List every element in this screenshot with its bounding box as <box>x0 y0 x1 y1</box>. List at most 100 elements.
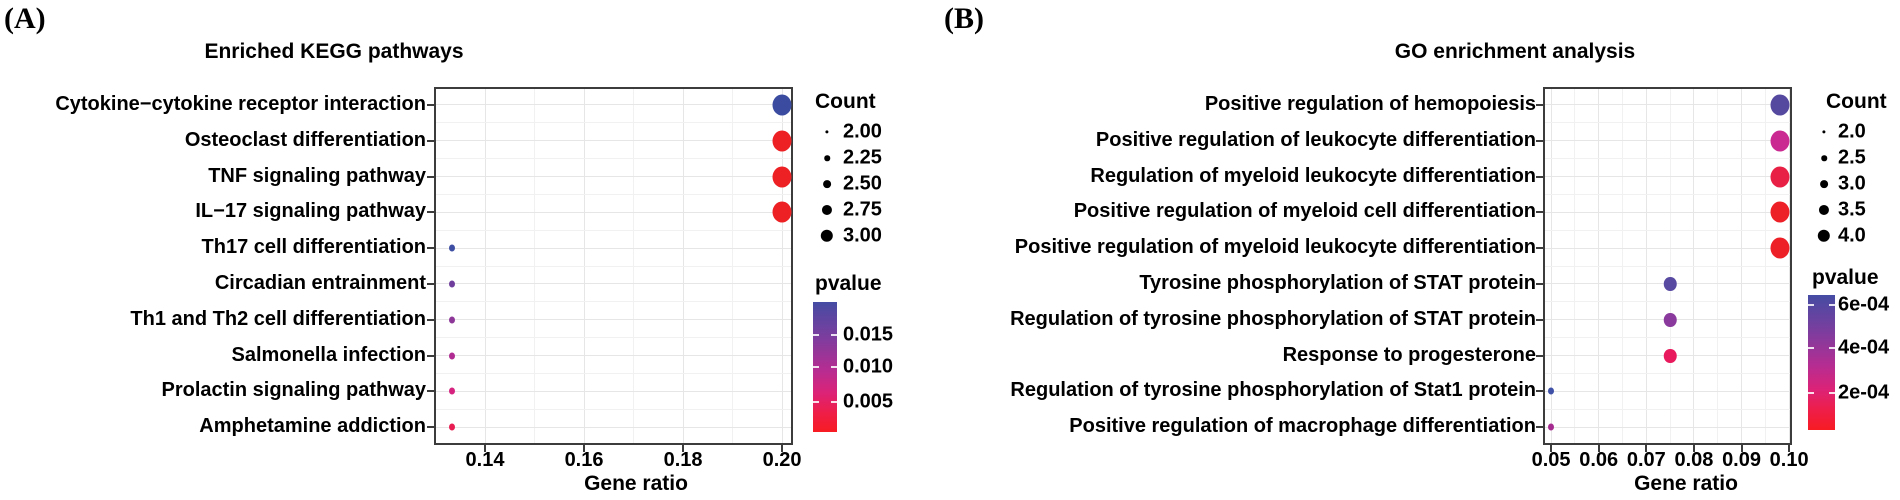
x-tick-label: 0.08 <box>1674 449 1714 471</box>
data-point-dot <box>448 352 455 359</box>
y-axis-label: Regulation of tyrosine phosphorylation o… <box>1010 379 1536 402</box>
gridline-major-horizontal <box>434 390 793 392</box>
y-axis-tick <box>1536 390 1543 393</box>
chart-title: Enriched KEGG pathways <box>204 40 464 63</box>
gridline-major-horizontal <box>1543 247 1792 249</box>
legend-pvalue-label: 0.005 <box>843 390 894 413</box>
gridline-major-horizontal <box>1543 140 1792 142</box>
legend-pvalue-tick <box>1808 347 1814 350</box>
data-point-dot <box>1548 387 1555 395</box>
legend-pvalue-tick <box>1829 303 1835 306</box>
gridline-major-horizontal <box>434 140 793 142</box>
x-axis-tick <box>484 445 486 452</box>
legend-count-label: 4.0 <box>1838 224 1866 247</box>
legend-count-dot <box>1821 155 1827 161</box>
data-point-dot <box>1663 276 1677 291</box>
y-axis-label: Th1 and Th2 cell differentiation <box>130 307 426 330</box>
x-axis-tick <box>682 445 685 452</box>
gridline-minor-horizontal <box>1543 229 1792 231</box>
y-axis-tick <box>427 426 434 429</box>
gridline-minor-horizontal <box>1543 158 1792 160</box>
x-axis-tick <box>781 445 784 452</box>
legend-count-dot <box>821 204 833 216</box>
gridline-minor-horizontal <box>1543 301 1792 303</box>
legend-pvalue-tick <box>831 366 837 368</box>
data-point-dot <box>1770 130 1790 152</box>
gridline-major-horizontal <box>434 355 793 356</box>
legend-pvalue-tick <box>831 334 837 337</box>
y-axis-label: Positive regulation of hemopoiesis <box>1204 92 1536 115</box>
x-tick-label: 0.10 <box>1769 449 1809 471</box>
legend-count-label: 2.25 <box>843 146 882 169</box>
y-axis-tick <box>1536 175 1543 178</box>
y-axis-tick <box>427 318 434 321</box>
gridline-minor-horizontal <box>434 158 793 160</box>
plot-border <box>434 87 793 445</box>
gridline-major-horizontal <box>434 104 793 106</box>
y-axis-tick <box>427 139 434 142</box>
data-point-dot <box>1770 166 1790 187</box>
legend-pvalue-title: pvalue <box>815 272 882 295</box>
gridline-minor-horizontal <box>1543 408 1792 410</box>
gridline-minor-horizontal <box>434 337 793 339</box>
data-point-dot <box>1663 312 1677 327</box>
legend-pvalue-tick <box>813 366 819 368</box>
legend-count-label: 2.75 <box>843 198 882 221</box>
y-axis-label: Positive regulation of myeloid cell diff… <box>1073 200 1536 223</box>
x-axis-tick <box>1597 445 1600 452</box>
y-axis-label: TNF signaling pathway <box>208 164 426 187</box>
data-point-dot <box>448 280 455 288</box>
gridline-minor-horizontal <box>434 265 793 267</box>
legend-count-dot <box>1822 130 1826 134</box>
legend-pvalue-tick <box>813 334 819 337</box>
x-tick-label: 0.16 <box>564 449 604 471</box>
data-point-dot <box>448 244 455 252</box>
data-point-dot <box>1770 201 1790 223</box>
legend-count-label: 2.00 <box>843 120 882 143</box>
y-axis-label: Regulation of myeloid leukocyte differen… <box>1090 164 1536 187</box>
legend-count-title: Count <box>815 90 876 113</box>
gridline-major-horizontal <box>1543 176 1792 177</box>
gridline-major-horizontal <box>1543 390 1792 392</box>
legend-pvalue-title: pvalue <box>1812 266 1879 289</box>
x-tick-label: 0.09 <box>1722 449 1761 471</box>
gridline-minor-horizontal <box>1543 337 1792 339</box>
y-axis-label: Circadian entrainment <box>214 271 426 294</box>
data-point-dot <box>1548 423 1555 431</box>
x-axis-tick <box>1788 445 1791 452</box>
data-point-dot <box>448 387 455 395</box>
y-axis-label: Osteoclast differentiation <box>184 128 426 151</box>
y-axis-label: Salmonella infection <box>231 343 426 366</box>
gridline-minor-horizontal <box>1543 372 1792 374</box>
legend-count-label: 3.0 <box>1838 172 1866 195</box>
gridline-minor-horizontal <box>1543 193 1792 195</box>
legend-pvalue-tick <box>1808 392 1814 394</box>
gridline-minor-horizontal <box>434 301 793 303</box>
gridline-minor-horizontal <box>1543 122 1792 124</box>
legend-count-label: 3.5 <box>1838 198 1866 221</box>
y-axis-label: Response to progesterone <box>1282 343 1536 366</box>
gridline-major-horizontal <box>434 426 793 428</box>
gridline-minor-horizontal <box>434 229 793 231</box>
gridline-minor-horizontal <box>434 372 793 374</box>
legend-count-dot <box>824 155 830 161</box>
y-axis-tick <box>427 282 434 285</box>
gridline-major-horizontal <box>434 176 793 177</box>
y-axis-tick <box>1536 318 1543 321</box>
x-axis-tick <box>1692 445 1695 452</box>
y-axis-label: Prolactin signaling pathway <box>161 379 427 402</box>
y-axis-label: Regulation of tyrosine phosphorylation o… <box>1010 307 1536 330</box>
x-tick-label: 0.06 <box>1579 449 1619 471</box>
legend-pvalue-gradient-bar <box>1808 295 1835 430</box>
legend-count-label: 2.50 <box>843 172 882 195</box>
y-axis-label: Tyrosine phosphorylation of STAT protein <box>1139 271 1536 294</box>
legend-pvalue-tick <box>1808 303 1814 306</box>
panel-letter-tag: (A) <box>4 2 46 35</box>
gridline-major-horizontal <box>434 211 793 213</box>
y-axis-tick <box>427 103 434 106</box>
gridline-major-horizontal <box>1543 426 1792 428</box>
x-axis-tick <box>1740 445 1743 452</box>
legend-pvalue-label: 4e-04 <box>1838 336 1890 359</box>
y-axis-label: Th17 cell differentiation <box>201 236 426 259</box>
y-axis-label: Positive regulation of macrophage differ… <box>1069 415 1536 438</box>
